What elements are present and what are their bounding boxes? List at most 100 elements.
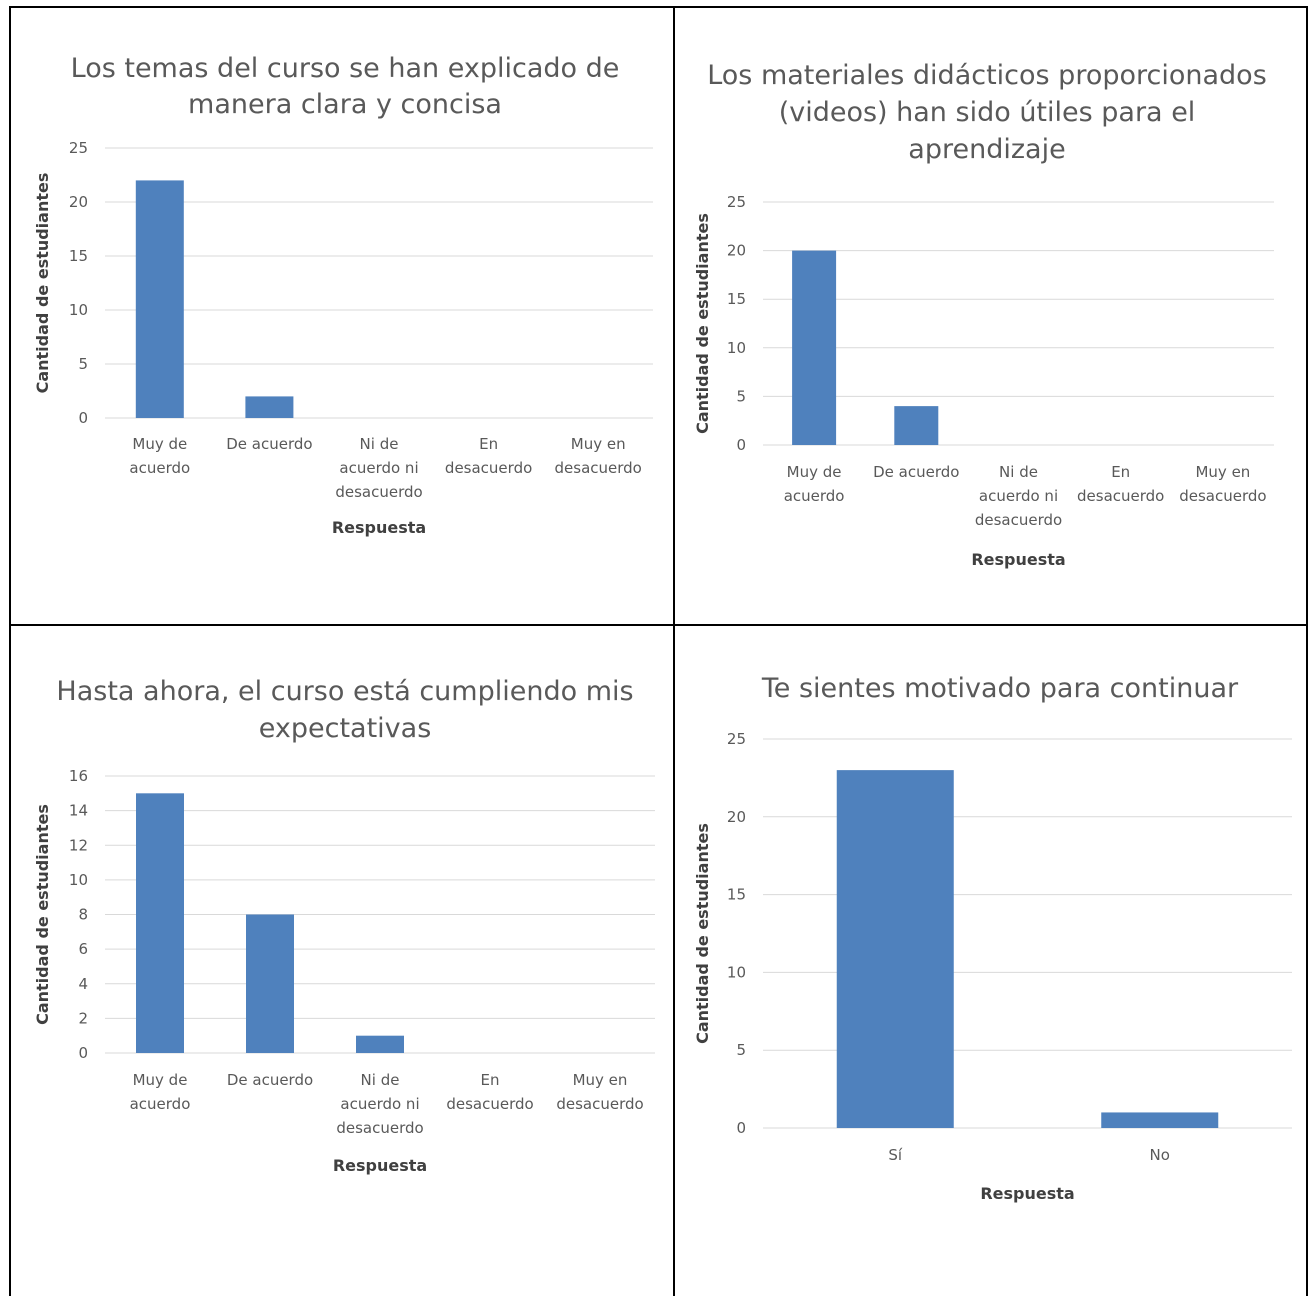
chart-2-title: Los materiales didácticos proporcionados… [707, 60, 1267, 165]
chart-4-y-axis-title: Cantidad de estudiantes [693, 823, 712, 1044]
chart-3-category-label: En desacuerdo [446, 1071, 533, 1113]
chart-2-y-tick-label: 15 [727, 290, 746, 308]
chart-2-y-tick-label: 5 [736, 387, 746, 405]
chart-2-title-line: aprendizaje [908, 134, 1065, 165]
chart-4-title: Te sientes motivado para continuar [761, 673, 1239, 704]
chart-2-category-label: Muy en desacuerdo [1179, 463, 1266, 505]
chart-3-title: Hasta ahora, el curso está cumpliendo mi… [56, 676, 633, 744]
chart-1-y-tick-label: 0 [78, 409, 88, 427]
chart-1-y-axis-title: Cantidad de estudiantes [33, 173, 52, 394]
chart-1-category-label: Ni de acuerdo ni desacuerdo [335, 435, 422, 501]
chart-3-y-axis-title: Cantidad de estudiantes [33, 804, 52, 1025]
chart-2-category-label-line: Ni de [999, 463, 1038, 481]
chart-3-category-label-line: Muy en [573, 1071, 628, 1089]
chart-2-y-axis-title: Cantidad de estudiantes [693, 213, 712, 434]
chart-3-y-tick-label: 12 [69, 836, 88, 854]
chart-3-category-label-line: desacuerdo [556, 1095, 643, 1113]
chart-3-category-label: Ni de acuerdo ni desacuerdo [336, 1071, 423, 1137]
chart-3-category-label: Muy de acuerdo [130, 1071, 191, 1113]
chart-2-y-tick-label: 20 [727, 242, 746, 260]
chart-2-category-label-line: En [1111, 463, 1130, 481]
chart-3-category-label-line: Ni de [361, 1071, 400, 1089]
chart-1-y-tick-label: 10 [69, 301, 88, 319]
chart-3-category-label-line: acuerdo ni [340, 1095, 419, 1113]
chart-4-y-tick-label: 15 [727, 886, 746, 904]
chart-1-category-label-line: Muy de [132, 435, 187, 453]
chart-3-y-tick-label: 8 [78, 906, 88, 924]
chart-4-y-tick-label: 25 [727, 730, 746, 748]
chart-3-bar [136, 793, 184, 1053]
frame-center-horizontal-divider [9, 624, 1308, 626]
chart-2-category-label-line: desacuerdo [1077, 487, 1164, 505]
chart-2-category-label-line: acuerdo [784, 487, 845, 505]
chart-4-title-line: Te sientes motivado para continuar [761, 673, 1239, 704]
chart-2-y-tick-label: 25 [727, 193, 746, 211]
chart-3-y-tick-label: 6 [78, 940, 88, 958]
chart-2-title-line: (videos) han sido útiles para el [779, 97, 1196, 128]
chart-4-category-label-line: No [1150, 1146, 1170, 1164]
chart-1-category-label: En desacuerdo [445, 435, 532, 477]
chart-1-category-label-line: Ni de [360, 435, 399, 453]
chart-4-category-label-line: Sí [888, 1146, 903, 1164]
chart-3-category-label-line: En [481, 1071, 500, 1089]
chart-3-y-tick-label: 10 [69, 871, 88, 889]
chart-1-category-label: Muy en desacuerdo [555, 435, 642, 477]
chart-3-title-line: expectativas [259, 713, 432, 744]
chart-3-category-label: Muy en desacuerdo [556, 1071, 643, 1113]
chart-4-y-tick-label: 10 [727, 963, 746, 981]
chart-1-y-tick-label: 20 [69, 193, 88, 211]
chart-1-title-line: manera clara y concisa [188, 89, 502, 120]
chart-1-category-label: Muy de acuerdo [129, 435, 190, 477]
chart-2-category-label: Ni de acuerdo ni desacuerdo [975, 463, 1062, 529]
chart-3-category-label-line: acuerdo [130, 1095, 191, 1113]
chart-2-category-label: De acuerdo [873, 463, 959, 481]
chart-2-category-label: Muy de acuerdo [784, 463, 845, 505]
chart-2-category-label: En desacuerdo [1077, 463, 1164, 505]
chart-2-category-label-line: De acuerdo [873, 463, 959, 481]
chart-2-category-label-line: Muy en [1195, 463, 1250, 481]
chart-3-x-axis-title: Respuesta [333, 1156, 427, 1175]
chart-1-category-label-line: Muy en [571, 435, 626, 453]
chart-4-y-tick-label: 5 [736, 1041, 746, 1059]
chart-1-category-label-line: desacuerdo [335, 483, 422, 501]
chart-2-x-axis-title: Respuesta [971, 550, 1065, 569]
chart-1-bar [135, 180, 184, 418]
frame-left-border [9, 6, 11, 1296]
chart-1-category-label-line: acuerdo [129, 459, 190, 477]
chart-4-category-label: No [1150, 1146, 1170, 1164]
chart-4-y-tick-label: 0 [736, 1119, 746, 1137]
chart-3-category-label: De acuerdo [227, 1071, 313, 1089]
chart-1-category-label-line: De acuerdo [226, 435, 312, 453]
chart-1-y-tick-label: 5 [78, 355, 88, 373]
chart-3-y-tick-label: 16 [69, 767, 88, 785]
chart-2-bar [894, 406, 939, 445]
chart-2-category-label-line: Muy de [787, 463, 842, 481]
chart-3-category-label-line: desacuerdo [446, 1095, 533, 1113]
chart-3-y-tick-label: 0 [78, 1044, 88, 1062]
frame-top-border [9, 6, 1308, 8]
chart-1-title: Los temas del curso se han explicado de m… [71, 53, 620, 120]
chart-4-y-tick-label: 20 [727, 808, 746, 826]
chart-1-bar [245, 396, 294, 418]
chart-2-category-label-line: acuerdo ni [979, 487, 1058, 505]
chart-2-y-tick-label: 10 [727, 339, 746, 357]
chart-3-y-tick-label: 2 [78, 1009, 88, 1027]
chart-3-y-tick-label: 14 [69, 802, 88, 820]
chart-3-title-line: Hasta ahora, el curso está cumpliendo mi… [56, 676, 633, 707]
chart-1-y-tick-label: 25 [69, 139, 88, 157]
chart-1-category-label-line: acuerdo ni [339, 459, 418, 477]
chart-2-bar [792, 250, 837, 445]
chart-3-y-tick-label: 4 [78, 975, 88, 993]
chart-1-category-label-line: desacuerdo [445, 459, 532, 477]
chart-4-bar [836, 770, 954, 1128]
chart-3-bar [356, 1035, 404, 1053]
chart-1-category-label-line: En [479, 435, 498, 453]
chart-2-y-tick-label: 0 [736, 436, 746, 454]
chart-1-x-axis-title: Respuesta [332, 518, 426, 537]
chart-1-y-tick-label: 15 [69, 247, 88, 265]
chart-4-x-axis-title: Respuesta [980, 1184, 1074, 1203]
chart-2-category-label-line: desacuerdo [975, 511, 1062, 529]
chart-2-title-line: Los materiales didácticos proporcionados [707, 60, 1267, 91]
